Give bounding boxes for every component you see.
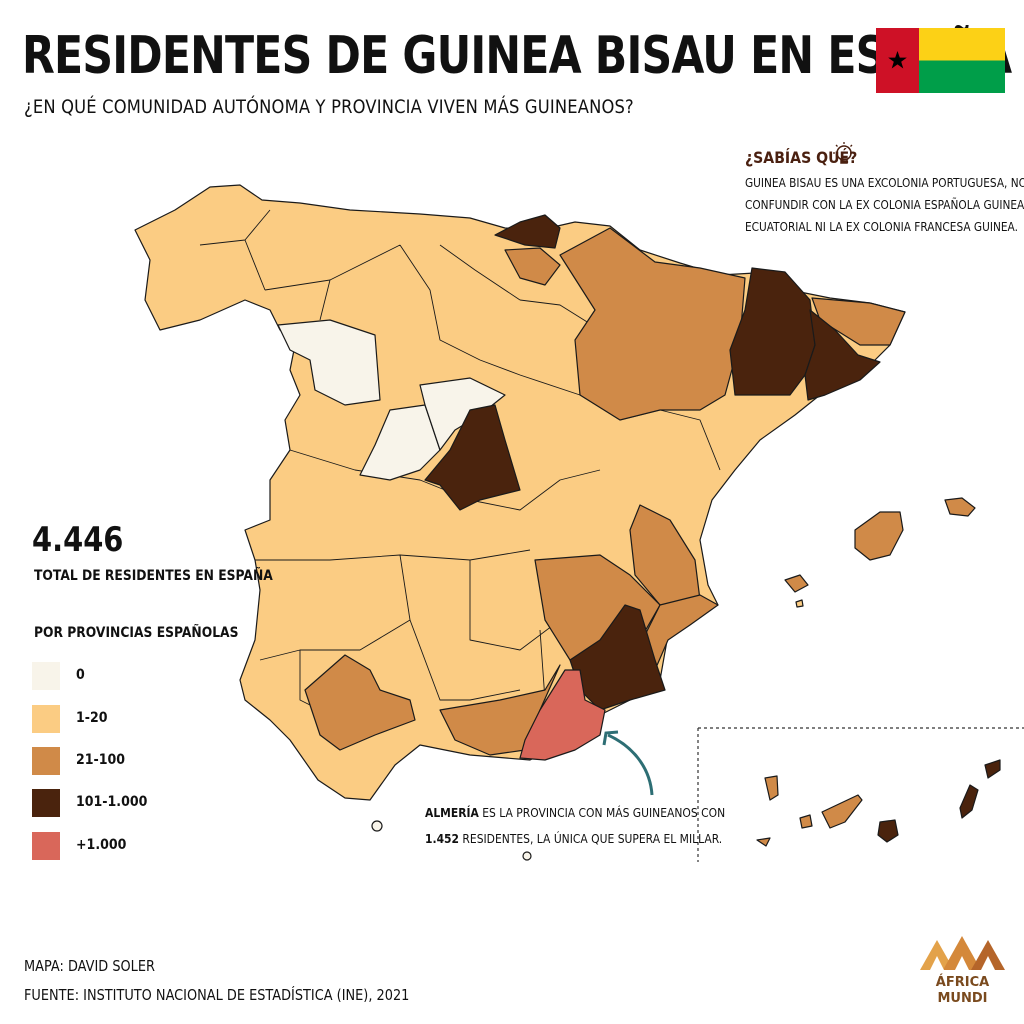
- island-el-hierro: [756, 837, 771, 847]
- legend-item-1-20: 1-20: [32, 705, 232, 733]
- did-you-know-title: ¿SABÍAS QUÉ?: [745, 148, 858, 167]
- canary-inset-frame: [697, 727, 1024, 862]
- did-you-know-line: GUINEA BISAU ES UNA EXCOLONIA PORTUGUESA…: [745, 176, 1024, 190]
- map-credit: MAPA: DAVID SOLER: [24, 957, 155, 975]
- province-lleida: [729, 267, 816, 396]
- legend-item-0: 0: [32, 662, 232, 690]
- flag-star-icon: [888, 51, 907, 69]
- flag-green-band: [919, 60, 1005, 93]
- legend-item-1000-plus: +1.000: [32, 832, 232, 860]
- island-mallorca: [854, 511, 904, 561]
- legend-label: 1-20: [76, 710, 108, 726]
- logo-text-mundi: MUNDI: [937, 991, 988, 1006]
- legend-item-101-1000: 101-1.000: [32, 789, 232, 817]
- island-menorca: [944, 497, 976, 517]
- legend-label: 101-1.000: [76, 794, 148, 810]
- island-lanzarote: [984, 759, 1001, 779]
- legend-item-21-100: 21-100: [32, 747, 232, 775]
- island-tenerife: [821, 794, 863, 829]
- island-formentera: [795, 599, 804, 608]
- province-almeria: [519, 669, 606, 761]
- legend-title: POR PROVINCIAS ESPAÑOLAS: [34, 625, 239, 641]
- total-residents-value: 4.446: [32, 520, 124, 560]
- did-you-know-line: CONFUNDIR CON LA EX COLONIA ESPAÑOLA GUI…: [745, 198, 1024, 212]
- province-murcia: [569, 604, 666, 711]
- legend-swatch: [32, 705, 60, 733]
- province-zamora: [277, 319, 381, 406]
- province-gipuzkoa: [494, 214, 561, 249]
- did-you-know-text: GUINEA BISAU ES UNA EXCOLONIA PORTUGUESA…: [745, 172, 1024, 238]
- legend-label: 21-100: [76, 752, 126, 768]
- callout-line-2: 1.452 RESIDENTES, LA ÚNICA QUE SUPERA EL…: [425, 826, 722, 852]
- total-residents-label: TOTAL DE RESIDENTES EN ESPAÑA: [34, 568, 273, 584]
- legend-label: 0: [76, 667, 85, 683]
- province-barcelona: [804, 309, 881, 401]
- lightbulb-icon: [833, 142, 855, 164]
- callout-line-1: ALMERÍA ES LA PROVINCIA CON MÁS GUINEANO…: [425, 800, 725, 826]
- guinea-bissau-flag: [876, 28, 1005, 93]
- flag-yellow-band: [919, 28, 1005, 61]
- province-navarra-aragon: [559, 227, 746, 421]
- data-source: FUENTE: INSTITUTO NACIONAL DE ESTADÍSTIC…: [24, 986, 410, 1004]
- legend-swatch: [32, 747, 60, 775]
- callout-arrowhead: [602, 730, 619, 746]
- callout-text-2: RESIDENTES, LA ÚNICA QUE SUPERA EL MILLA…: [459, 831, 723, 846]
- callout-text-1: ES LA PROVINCIA CON MÁS GUINEANOS CON: [478, 805, 726, 820]
- legend-swatch: [32, 789, 60, 817]
- island-ibiza: [784, 574, 809, 593]
- island-gran-canaria: [877, 819, 899, 843]
- africa-mundi-logo: [920, 936, 1005, 970]
- did-you-know-line: ECUATORIAL NI LA EX COLONIA FRANCESA GUI…: [745, 220, 1018, 234]
- almeria-callout: ALMERÍA ES LA PROVINCIA CON MÁS GUINEANO…: [425, 800, 725, 852]
- callout-bold-count: 1.452: [425, 831, 460, 846]
- callout-bold-province: ALMERÍA: [425, 805, 479, 820]
- legend-label: +1.000: [76, 837, 127, 853]
- island-fuerteventura: [959, 784, 979, 819]
- map-subtitle: ¿EN QUÉ COMUNIDAD AUTÓNOMA Y PROVINCIA V…: [24, 96, 634, 118]
- callout-arrow: [607, 733, 654, 796]
- logo-text-africa: ÁFRICA: [935, 975, 990, 990]
- island-la-palma: [764, 775, 779, 801]
- province-alava-burgos-edge: [504, 247, 561, 286]
- legend-swatch: [32, 832, 60, 860]
- province-sevilla: [304, 654, 416, 751]
- ceuta: [371, 820, 383, 832]
- melilla: [522, 851, 532, 861]
- legend-swatch: [32, 662, 60, 690]
- province-madrid: [424, 404, 521, 511]
- island-la-gomera: [799, 814, 813, 829]
